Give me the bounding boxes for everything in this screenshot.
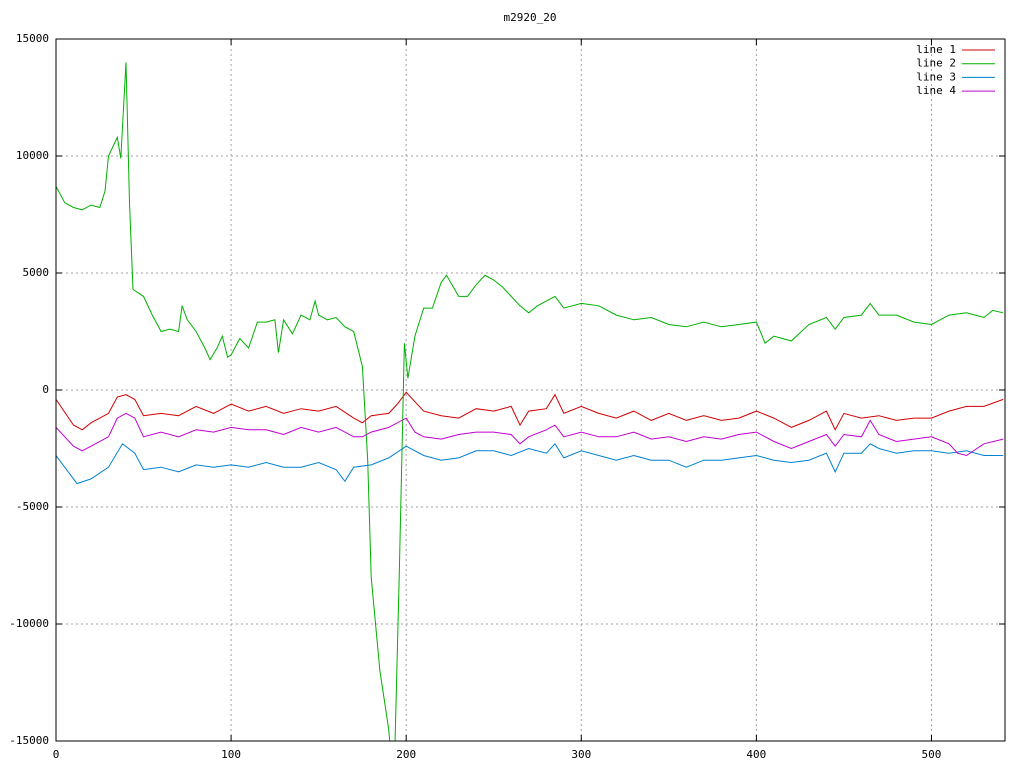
legend-label: line 3 [916, 70, 956, 83]
chart-title: m2920_20 [504, 11, 557, 24]
y-tick-label: -15000 [9, 734, 49, 747]
x-tick-label: 0 [53, 748, 60, 761]
data-line [56, 62, 1004, 741]
x-tick-label: 200 [396, 748, 416, 761]
y-tick-label: 15000 [16, 32, 49, 45]
data-line [56, 412, 1004, 457]
legend-label: line 4 [916, 84, 956, 97]
x-tick-label: 100 [221, 748, 241, 761]
x-tick-label: 400 [746, 748, 766, 761]
legend-label: line 1 [916, 43, 956, 56]
data-line [56, 391, 1004, 431]
legend-label: line 2 [916, 57, 956, 70]
x-tick-label: 500 [922, 748, 942, 761]
data-line [56, 442, 1004, 485]
y-tick-label: 0 [42, 383, 49, 396]
y-tick-label: -5000 [16, 500, 49, 513]
y-tick-label: 5000 [23, 266, 50, 279]
y-tick-label: 10000 [16, 149, 49, 162]
plot-area [56, 62, 1004, 741]
plot-border [55, 38, 1006, 742]
x-tick-label: 300 [571, 748, 591, 761]
y-tick-label: -10000 [9, 617, 49, 630]
